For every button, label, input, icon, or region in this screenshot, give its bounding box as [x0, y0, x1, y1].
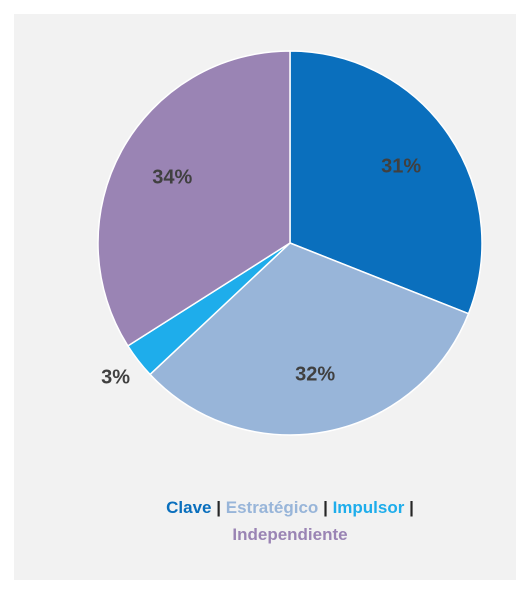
slice-label: 3%: [101, 367, 130, 389]
legend: Independiente: [232, 525, 347, 544]
pie-slice: [97, 50, 291, 347]
legend-separator: |: [323, 498, 328, 517]
legend-entry: Impulsor: [333, 498, 405, 517]
pie-slice: [289, 50, 483, 315]
legend-separator: |: [409, 498, 414, 517]
legend-separator: |: [216, 498, 221, 517]
slice-label: 34%: [152, 167, 192, 189]
legend-entry: Estratégico: [226, 498, 319, 517]
slice-label: 32%: [295, 363, 335, 385]
pie-slice: [148, 242, 470, 436]
legend-entry: Clave: [166, 498, 211, 517]
legend-entry: Independiente: [232, 525, 347, 544]
legend: Clave | Estratégico | Impulsor |: [166, 498, 414, 517]
slice-label: 31%: [381, 156, 421, 178]
